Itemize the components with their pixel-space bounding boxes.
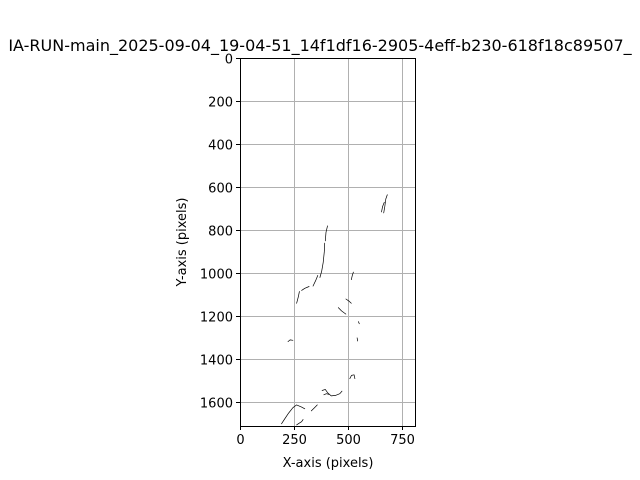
series-path-7: [312, 275, 319, 287]
series-path-4: [319, 242, 326, 278]
y-tick-label: 400: [208, 139, 233, 154]
chart-title: IA-RUN-main_2025-09-04_19-04-51_14f1df16…: [8, 36, 632, 56]
series-path-6: [301, 286, 310, 291]
grid-lines: [240, 58, 415, 426]
series-path-17: [310, 404, 318, 412]
series-path-3: [324, 225, 328, 242]
series-path-5: [296, 291, 300, 304]
y-tick-label: 600: [208, 182, 233, 197]
series-path-2: [381, 201, 385, 213]
series-path-15: [321, 389, 343, 397]
plot-series: [281, 194, 388, 426]
x-tick-label: 0: [236, 433, 244, 448]
series-path-1: [383, 194, 388, 214]
series-path-14: [349, 374, 356, 380]
series-path-18: [281, 404, 306, 425]
x-axis-label: X-axis (pixels): [283, 456, 374, 471]
y-axis-ticks: 0 200 400 600 800 1000 1200 1400 1600: [200, 53, 240, 412]
series-path-9: [345, 298, 352, 304]
series-path-11: [358, 321, 360, 325]
y-tick-label: 200: [208, 96, 233, 111]
series-path-8: [350, 271, 354, 281]
series-path-16: [323, 393, 330, 396]
x-axis-ticks: 0 250 500 750: [236, 426, 415, 448]
axes-frame: [240, 58, 416, 427]
series-path-12: [356, 337, 359, 342]
y-tick-label: 1000: [200, 268, 233, 283]
series-path-19: [296, 419, 304, 426]
y-tick-label: 800: [208, 225, 233, 240]
y-axis-label: Y-axis (pixels): [175, 198, 190, 288]
x-tick-label: 750: [390, 433, 415, 448]
y-tick-label: 1600: [200, 397, 233, 412]
series-path-13: [287, 339, 294, 342]
y-tick-label: 0: [225, 53, 233, 68]
x-tick-label: 500: [336, 433, 361, 448]
series-path-10: [337, 307, 347, 315]
x-tick-label: 250: [282, 433, 307, 448]
y-tick-label: 1200: [200, 311, 233, 326]
y-tick-label: 1400: [200, 354, 233, 369]
